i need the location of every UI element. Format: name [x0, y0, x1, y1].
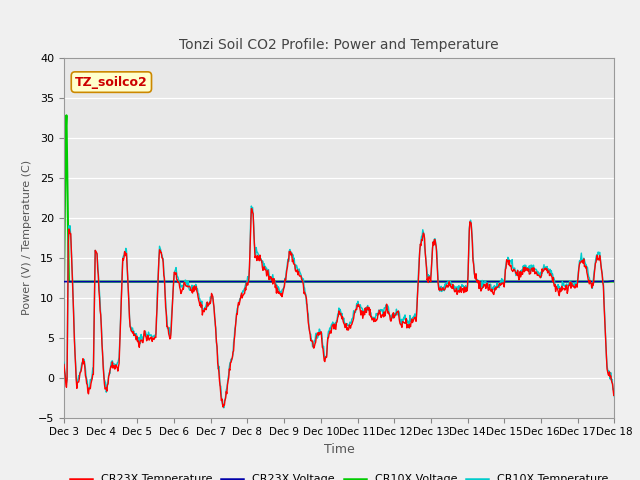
- Title: Tonzi Soil CO2 Profile: Power and Temperature: Tonzi Soil CO2 Profile: Power and Temper…: [179, 38, 499, 52]
- Legend: CR23X Temperature, CR23X Voltage, CR10X Voltage, CR10X Temperature: CR23X Temperature, CR23X Voltage, CR10X …: [65, 470, 613, 480]
- Y-axis label: Power (V) / Temperature (C): Power (V) / Temperature (C): [22, 160, 33, 315]
- Text: TZ_soilco2: TZ_soilco2: [75, 76, 148, 89]
- X-axis label: Time: Time: [324, 443, 355, 456]
